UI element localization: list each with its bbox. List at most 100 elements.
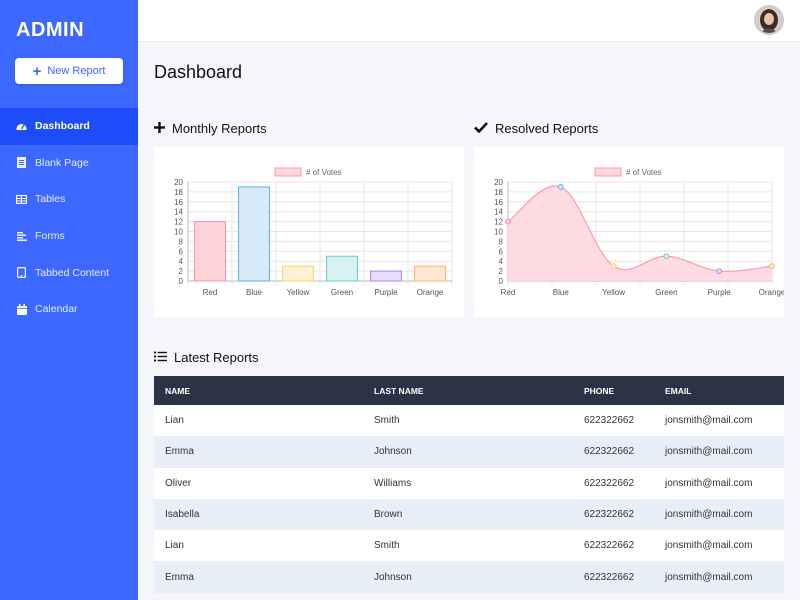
- column-header-email[interactable]: EMAIL: [665, 385, 692, 396]
- legend-label: # of Votes: [306, 168, 342, 177]
- point-green: [663, 253, 670, 260]
- x-tick-label: Blue: [553, 288, 570, 297]
- sidebar-item-tabbed-content[interactable]: Tabbed Content: [0, 254, 138, 291]
- y-tick-label: 4: [499, 257, 504, 266]
- y-tick-label: 2: [499, 267, 504, 276]
- cell-phone: 622322662: [584, 415, 635, 427]
- cell-email: jonsmith@mail.com: [665, 477, 753, 489]
- x-tick-label: Green: [655, 288, 677, 297]
- y-tick-label: 0: [499, 277, 504, 286]
- x-tick-label: Blue: [246, 288, 263, 297]
- cell-email: jonsmith@mail.com: [665, 571, 753, 583]
- cell-last-name: Johnson: [374, 571, 412, 583]
- new-report-label: New Report: [47, 65, 106, 77]
- y-tick-label: 12: [174, 218, 183, 227]
- table-row[interactable]: Lian Smith 622322662 jonsmith@mail.com: [154, 530, 784, 562]
- column-header-last-name[interactable]: LAST NAME: [374, 385, 424, 396]
- section-title-latest: Latest Reports: [154, 350, 259, 365]
- y-tick-label: 10: [174, 228, 183, 237]
- table-header: NAME LAST NAME PHONE EMAIL: [154, 376, 784, 405]
- plus-icon: +: [32, 62, 42, 80]
- sidebar: ADMIN + New Report Dashboard Blank Page …: [0, 0, 138, 600]
- section-title-label: Latest Reports: [174, 350, 259, 365]
- table-icon: [16, 194, 27, 205]
- x-tick-label: Red: [203, 288, 218, 297]
- y-tick-label: 6: [179, 247, 184, 256]
- cell-last-name: Williams: [374, 477, 412, 489]
- y-tick-label: 14: [494, 208, 503, 217]
- table-row[interactable]: Emma Johnson 622322662 jonsmith@mail.com: [154, 436, 784, 468]
- sidebar-item-label: Blank Page: [35, 156, 89, 169]
- point-red: [505, 218, 511, 225]
- column-header-name[interactable]: NAME: [165, 385, 191, 396]
- cell-email: jonsmith@mail.com: [665, 446, 753, 458]
- y-tick-label: 12: [494, 218, 503, 227]
- new-report-button[interactable]: + New Report: [15, 58, 123, 84]
- legend-swatch: [594, 167, 622, 177]
- bar-yellow: [282, 265, 314, 282]
- table-row[interactable]: Oliver Williams 622322662 jonsmith@mail.…: [154, 467, 784, 499]
- top-bar: [138, 0, 800, 42]
- sidebar-item-blank-page[interactable]: Blank Page: [0, 145, 138, 182]
- y-tick-label: 0: [179, 277, 184, 286]
- bar-purple: [370, 270, 402, 282]
- table-row[interactable]: Isabella Brown 622322662 jonsmith@mail.c…: [154, 498, 784, 531]
- bar-green: [326, 255, 358, 282]
- y-tick-label: 8: [499, 237, 504, 246]
- section-title-monthly: Monthly Reports: [154, 121, 267, 136]
- bar-red: [194, 221, 226, 282]
- sidebar-item-label: Calendar: [35, 303, 78, 316]
- x-tick-label: Yellow: [287, 288, 310, 297]
- y-tick-label: 16: [174, 198, 183, 207]
- sidebar-item-dashboard[interactable]: Dashboard: [0, 108, 138, 145]
- y-tick-label: 6: [499, 247, 504, 256]
- y-tick-label: 16: [494, 198, 503, 207]
- y-tick-label: 10: [494, 228, 503, 237]
- cell-email: jonsmith@mail.com: [665, 540, 753, 552]
- plus-icon: [154, 121, 165, 136]
- cell-last-name: Smith: [374, 415, 400, 427]
- sidebar-item-forms[interactable]: Forms: [0, 218, 138, 255]
- point-purple: [716, 268, 723, 274]
- section-title-label: Resolved Reports: [495, 121, 599, 136]
- bar-blue: [238, 186, 270, 282]
- section-title-resolved: Resolved Reports: [474, 121, 598, 136]
- cell-phone: 622322662: [584, 509, 635, 521]
- x-tick-label: Orange: [759, 288, 784, 297]
- cell-name: Lian: [165, 415, 184, 427]
- cell-name: Isabella: [165, 509, 200, 521]
- avatar[interactable]: [754, 5, 784, 35]
- area-fill: [508, 185, 772, 281]
- form-icon: [16, 231, 27, 242]
- table-row[interactable]: Lian Smith 622322662 jonsmith@mail.com: [154, 405, 784, 437]
- sidebar-item-label: Tables: [35, 193, 66, 206]
- sidebar-item-calendar[interactable]: Calendar: [0, 291, 138, 328]
- check-icon: [474, 121, 488, 136]
- cell-phone: 622322662: [584, 477, 635, 489]
- monthly-reports-card: # of Votes 0 2 4 6 8 10 12 14 16 18 20 Red Blue Yellow…: [154, 147, 464, 317]
- y-tick-label: 18: [174, 188, 183, 197]
- list-icon: [154, 350, 167, 365]
- calendar-icon: [16, 303, 27, 315]
- legend-swatch: [274, 167, 302, 177]
- sidebar-item-label: Forms: [35, 230, 65, 243]
- brand-logo: ADMIN: [16, 19, 85, 41]
- x-tick-label: Green: [331, 288, 353, 297]
- cell-name: Oliver: [165, 477, 192, 489]
- point-yellow: [610, 263, 617, 270]
- latest-reports-table: NAME LAST NAME PHONE EMAIL Lian Smith 62…: [154, 376, 784, 593]
- cell-last-name: Smith: [374, 540, 400, 552]
- sidebar-item-tables[interactable]: Tables: [0, 181, 138, 218]
- page-icon: [16, 157, 27, 169]
- cell-phone: 622322662: [584, 446, 635, 458]
- x-tick-label: Red: [501, 288, 516, 297]
- resolved-reports-card: # of Votes 0 2 4 6 8 10 12 14 16 18 20 Red Blue Yellow…: [474, 147, 786, 317]
- table-body: Lian Smith 622322662 jonsmith@mail.com E…: [154, 405, 784, 593]
- column-header-phone[interactable]: PHONE: [584, 385, 615, 396]
- gauge-icon: [16, 121, 27, 132]
- y-tick-label: 4: [179, 257, 184, 266]
- table-row[interactable]: Emma Johnson 622322662 jonsmith@mail.com: [154, 561, 784, 593]
- sidebar-item-label: Dashboard: [35, 120, 90, 133]
